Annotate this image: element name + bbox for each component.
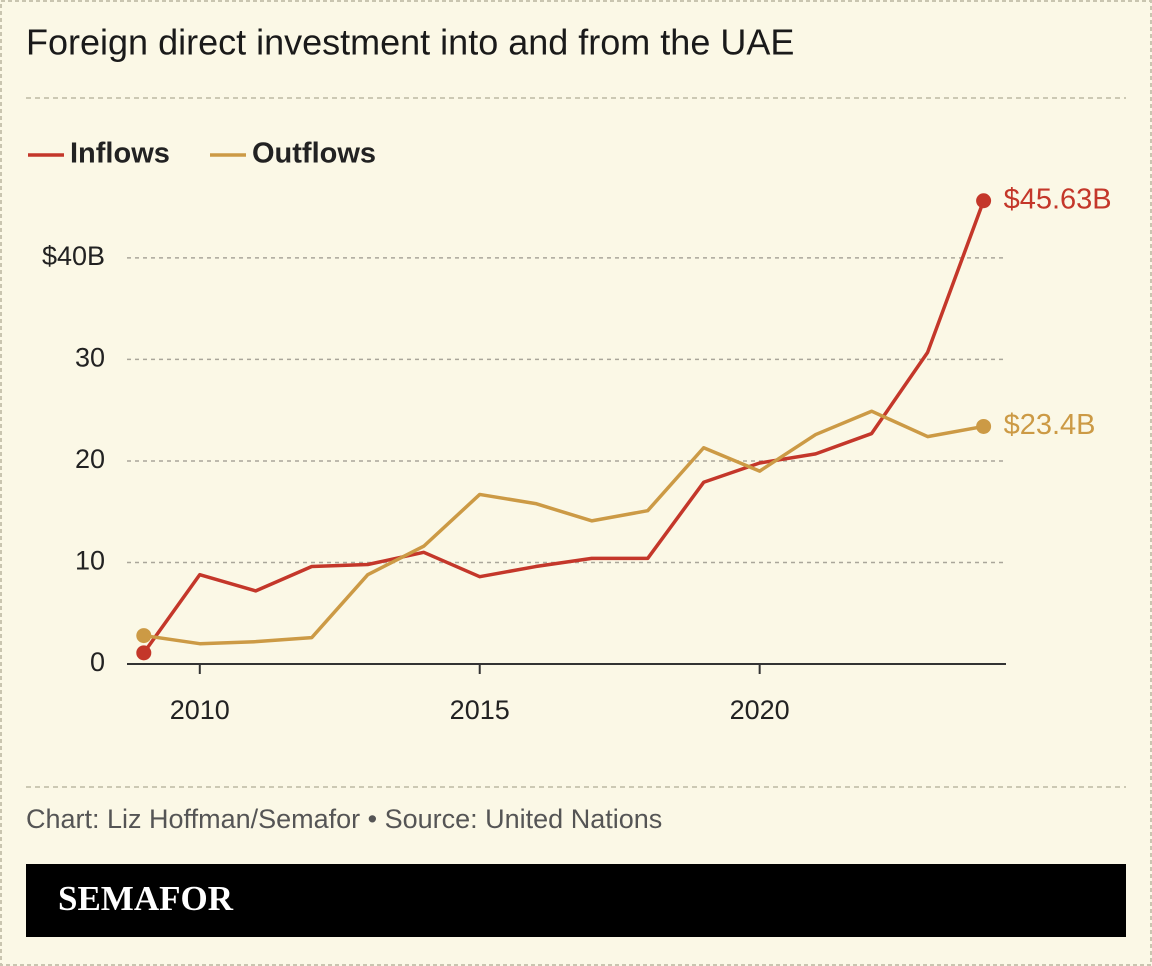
end-dot xyxy=(976,418,992,434)
y-tick-label: 10 xyxy=(75,546,105,576)
end-dot xyxy=(136,645,152,661)
legend-label: Outflows xyxy=(252,138,376,170)
line xyxy=(142,200,986,654)
y-tick-label: 30 xyxy=(75,343,105,373)
x-tick-label: 2020 xyxy=(730,695,790,725)
y-tick-label: 20 xyxy=(75,444,105,474)
y-tick-label: 0 xyxy=(90,647,105,677)
value-label: $45.63B xyxy=(1004,183,1112,215)
line xyxy=(143,409,984,646)
credit: Chart: Liz Hoffman/Semafor • Source: Uni… xyxy=(26,804,662,834)
x-tick-label: 2010 xyxy=(170,695,230,725)
end-dot xyxy=(976,193,992,209)
x-tick-label: 2015 xyxy=(450,695,510,725)
end-dot xyxy=(136,628,152,644)
chart-title: Foreign direct investment into and from … xyxy=(26,22,794,63)
brand: SEMAFOR xyxy=(58,879,234,918)
y-tick-label: $40B xyxy=(42,241,105,271)
value-label: $23.4B xyxy=(1004,409,1096,441)
brand-bar xyxy=(26,864,1126,937)
legend-label: Inflows xyxy=(70,138,170,170)
